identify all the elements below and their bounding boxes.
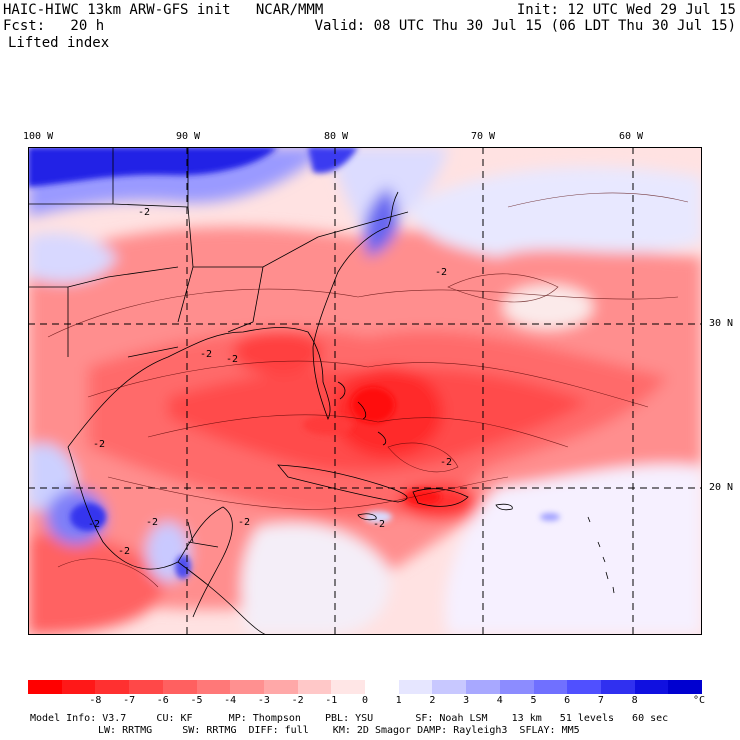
- colorbar-swatch: [499, 680, 534, 694]
- contour-label: -2: [93, 439, 105, 450]
- colorbar-tick-label: 8: [631, 695, 638, 706]
- field-name: Lifted index: [8, 35, 110, 51]
- colorbar-swatch: [600, 680, 635, 694]
- lon-label-70w: 70 W: [471, 131, 496, 142]
- colorbar-tick-label: 4: [496, 695, 503, 706]
- colorbar: [28, 680, 703, 694]
- contour-label: -2: [440, 457, 452, 468]
- colorbar-tick-label: -5: [190, 695, 203, 706]
- fine-shading: [28, 147, 560, 579]
- contour-label: -2: [146, 517, 158, 528]
- colorbar-swatch: [95, 680, 130, 694]
- colorbar-tick-label: -7: [123, 695, 136, 706]
- lon-label-100w: 100 W: [23, 131, 54, 142]
- colorbar-swatch: [28, 680, 62, 694]
- contours: [47, 192, 689, 588]
- lon-label-90w: 90 W: [176, 131, 201, 142]
- colorbar-tick-label: 1: [395, 695, 402, 706]
- colorbar-swatch: [331, 680, 366, 694]
- lon-label-80w: 80 W: [324, 131, 349, 142]
- colorbar-tick-label: -4: [224, 695, 237, 706]
- colorbar-swatch: [263, 680, 298, 694]
- contour-label: -2: [88, 519, 100, 530]
- run-title: HAIC-HIWC 13km ARW-GFS init NCAR/MMM: [3, 2, 324, 18]
- colorbar-tick-label: 6: [564, 695, 571, 706]
- contour-label: -2: [118, 546, 130, 557]
- colorbar-tick-label: -8: [89, 695, 102, 706]
- contour-label: -2: [373, 519, 385, 530]
- lifted-index-map: -2 -2 -2 -2 -2 -2 -2 -2 -2 -2 -2: [28, 147, 702, 635]
- colorbar-tick-label: 7: [597, 695, 604, 706]
- colorbar-tick-label: -3: [257, 695, 270, 706]
- contour-label: -2: [435, 267, 447, 278]
- contour-label: -2: [238, 517, 250, 528]
- model-info-line1: Model Info: V3.7 CU: KF MP: Thompson PBL…: [30, 713, 669, 724]
- colorbar-swatch: [365, 680, 399, 694]
- contour-label: -2: [200, 349, 212, 360]
- lat-label-30n: 30 N: [709, 318, 734, 329]
- colorbar-unit: °C: [693, 695, 706, 706]
- lon-label-60w: 60 W: [619, 131, 644, 142]
- colorbar-swatch: [129, 680, 163, 694]
- colorbar-swatch: [196, 680, 231, 694]
- colorbar-swatch: [634, 680, 669, 694]
- colorbar-tick-label: 5: [530, 695, 537, 706]
- colorbar-ticks: -8 -7 -6 -5 -4 -3 -2 -1 0 1 2 3 4 5 6 7 8: [28, 695, 702, 707]
- colorbar-tick-label: 2: [429, 695, 436, 706]
- coastlines-and-borders: [28, 147, 615, 635]
- colorbar-swatch: [297, 680, 332, 694]
- colorbar-tick-label: -2: [291, 695, 304, 706]
- colorbar-swatch: [398, 680, 433, 694]
- colorbar-swatch: [162, 680, 197, 694]
- model-info-line2: LW: RRTMG SW: RRTMG DIFF: full KM: 2D Sm…: [98, 725, 580, 736]
- colorbar-tick-label: -6: [156, 695, 169, 706]
- colorbar-swatch: [668, 680, 703, 694]
- colorbar-tick-label: -1: [325, 695, 338, 706]
- colorbar-swatch: [230, 680, 264, 694]
- colorbar-swatch: [466, 680, 500, 694]
- colorbar-swatch: [432, 680, 467, 694]
- colorbar-swatch: [61, 680, 96, 694]
- map-frame: [28, 147, 702, 635]
- contour-label: -2: [226, 354, 238, 365]
- colorbar-tick-label: 3: [463, 695, 470, 706]
- colorbar-swatch: [567, 680, 601, 694]
- lat-label-20n: 20 N: [709, 482, 734, 493]
- colorbar-tick-label: 0: [361, 695, 369, 706]
- forecast-hour: Fcst: 20 h: [3, 18, 105, 34]
- init-time: Init: 12 UTC Wed 29 Jul 15: [516, 2, 736, 18]
- colorbar-swatch: [533, 680, 568, 694]
- contour-label: -2: [138, 207, 150, 218]
- grid-lines: [28, 147, 702, 635]
- valid-time: Valid: 08 UTC Thu 30 Jul 15 (06 LDT Thu …: [314, 18, 736, 34]
